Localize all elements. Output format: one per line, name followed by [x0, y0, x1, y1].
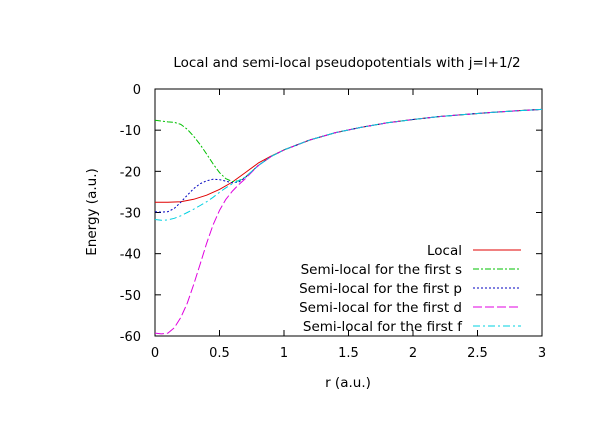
- x-tick-label: 1.5: [338, 346, 359, 361]
- series-line-4: [154, 108, 543, 335]
- series-line-2: [154, 108, 543, 183]
- y-tick-label: 0: [133, 83, 141, 98]
- legend-label: Semi-local for the first f: [303, 319, 463, 335]
- series-line-1: [155, 108, 543, 203]
- legend-label: Semi-local for the first s: [301, 262, 462, 278]
- chart-title: Local and semi-local pseudopotentials wi…: [173, 55, 520, 71]
- x-axis: 0 0.5 1 1.5 2 2.5 3: [151, 89, 546, 361]
- y-tick-label: -40: [120, 248, 141, 263]
- y-tick-label: -20: [120, 165, 141, 180]
- legend-label: Semi-local for the first p: [299, 281, 462, 297]
- legend-label: Semi-local for the first d: [299, 300, 462, 316]
- y-axis: 0 -10 -20 -30 -40 -50 -60: [120, 83, 542, 345]
- x-tick-label: 2: [409, 346, 417, 361]
- x-axis-label: r (a.u.): [325, 375, 371, 391]
- series-layer: [154, 108, 543, 335]
- y-tick-label: -30: [120, 207, 141, 222]
- x-tick-label: 0: [151, 346, 159, 361]
- y-axis-label: Energy (a.u.): [84, 168, 100, 256]
- series-line-5: [154, 108, 543, 221]
- y-tick-label: -60: [120, 330, 141, 345]
- x-tick-label: 3: [538, 346, 546, 361]
- legend-label: Local: [427, 243, 462, 259]
- x-tick-label: 1: [280, 346, 288, 361]
- legend: Local Semi-local for the first s Semi-loca…: [299, 243, 521, 335]
- series-line-3: [154, 108, 543, 213]
- x-tick-label: 0.5: [209, 346, 230, 361]
- x-tick-label: 2.5: [467, 346, 488, 361]
- y-tick-label: -10: [120, 124, 141, 139]
- plot-frame: [154, 88, 543, 337]
- y-tick-label: -50: [120, 289, 141, 304]
